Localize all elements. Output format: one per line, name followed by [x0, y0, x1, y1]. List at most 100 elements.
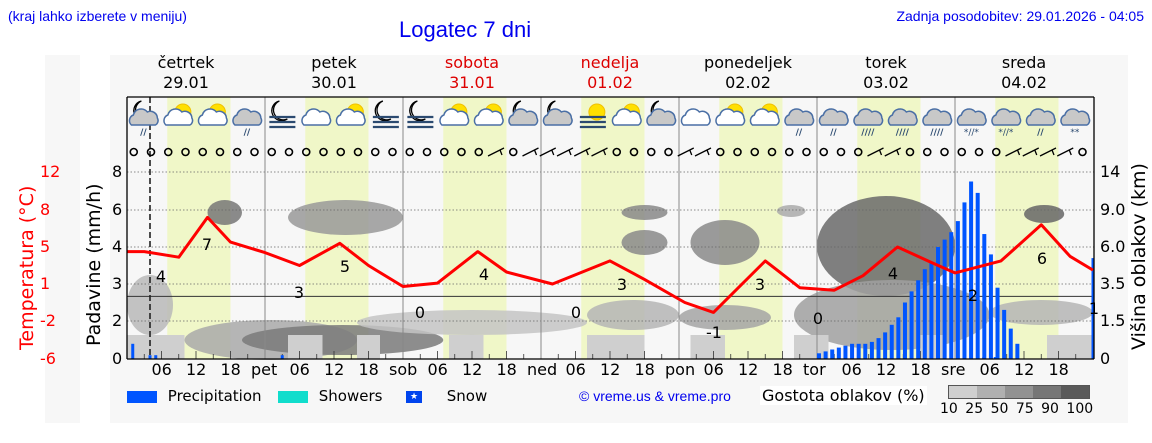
legend-snow: ★ Snow [406, 387, 487, 405]
svg-text:4: 4 [156, 267, 166, 286]
x-tick: 12 [324, 360, 345, 379]
temperature-tick: 1 [40, 274, 51, 293]
svg-text:0: 0 [813, 309, 823, 328]
cloud-snow-icon: ** [1060, 108, 1091, 138]
cloud-height-tick: 9.0 [1100, 200, 1126, 219]
precip-tick: 8 [112, 162, 123, 181]
svg-text://: // [796, 128, 803, 138]
day-name: torek [865, 53, 907, 72]
sun-cloud-icon [749, 103, 780, 126]
day-name: četrtek [157, 53, 215, 72]
sun-cloud-icon [473, 103, 504, 126]
x-tick: 18 [910, 360, 931, 379]
svg-text:////: //// [930, 128, 944, 138]
cloud-density-labels: 10 25 50 75 90 100 [940, 401, 1094, 417]
day-header-04.02: sreda 04.02 [955, 53, 1093, 93]
cloud-density-scale [948, 385, 1090, 399]
x-tick: pon [665, 360, 696, 379]
cloud-rain-icon: // [232, 108, 263, 138]
chart-frame [126, 96, 1095, 360]
svg-text:*//*: *//* [998, 128, 1014, 138]
svg-text:3: 3 [617, 275, 627, 294]
sun-cloud-icon [163, 103, 194, 126]
svg-text://: // [244, 128, 251, 138]
weather-icons: ////////////////////*//* *//*//** [128, 100, 1091, 138]
legend-showers: Showers [278, 387, 382, 405]
x-tick: pet [251, 360, 278, 379]
x-tick: 06 [703, 360, 724, 379]
moon-fog-icon [372, 100, 399, 129]
last-update-label: Zadnja posodobitev: 29.01.2026 - 04:05 [896, 8, 1144, 24]
cloud-icon [301, 108, 332, 126]
svg-text://: // [140, 128, 147, 138]
x-tick: 12 [600, 360, 621, 379]
svg-text://: // [1037, 128, 1044, 138]
svg-text:3: 3 [294, 283, 304, 302]
day-name: sreda [1001, 53, 1047, 72]
day-date: 31.01 [449, 73, 495, 92]
precip-tick: 0 [112, 349, 123, 368]
temperature-tick: 8 [40, 200, 51, 219]
temperature-axis-panel [45, 55, 80, 423]
temperature-tick: -6 [40, 349, 56, 368]
x-tick: 12 [876, 360, 897, 379]
cloud-heavy-rain-icon: //// [922, 108, 953, 138]
x-tick: sre [941, 360, 966, 379]
svg-text:6: 6 [1037, 249, 1047, 268]
cloud-sleet-icon: *//* [991, 108, 1022, 138]
day-date: 30.01 [311, 73, 357, 92]
day-name: sobota [444, 53, 500, 72]
precipitation-bars [131, 181, 1095, 359]
credit-link[interactable]: © vreme.us & vreme.pro [579, 388, 731, 404]
x-tick: 12 [462, 360, 483, 379]
svg-text:4: 4 [888, 264, 898, 283]
svg-text:2: 2 [968, 286, 978, 305]
svg-text:3: 3 [755, 275, 765, 294]
cloud-height-tick: 1.5 [1100, 311, 1126, 330]
wind-barbs [129, 147, 1087, 157]
x-tick: 12 [186, 360, 207, 379]
sun-cloud-icon [335, 103, 366, 126]
x-tick: 06 [151, 360, 172, 379]
cloud-density-title: Gostota oblakov (%) [760, 386, 927, 405]
precip-tick: 6 [112, 200, 123, 219]
sun-cloud-icon [611, 103, 642, 126]
moon-fog-icon [269, 100, 296, 129]
day-header-01.02: nedelja 01.02 [541, 53, 679, 93]
svg-text:7: 7 [202, 235, 212, 254]
x-tick: 18 [772, 360, 793, 379]
cloud-icon [680, 108, 711, 126]
sun-cloud-icon [715, 103, 746, 126]
legend-snow-label: Snow [446, 387, 488, 405]
cloud-rain-icon: // [1025, 108, 1056, 138]
legend-showers-label: Showers [318, 387, 383, 405]
svg-text:0: 0 [571, 303, 581, 322]
x-tick: 18 [358, 360, 379, 379]
day-header-30.01: petek 30.01 [265, 53, 403, 93]
x-tick: 18 [634, 360, 655, 379]
svg-text:*//*: *//* [964, 128, 980, 138]
precip-tick: 4 [112, 237, 123, 256]
day-name: nedelja [580, 53, 640, 72]
x-tick: 18 [1048, 360, 1069, 379]
day-header-02.02: ponedeljek 02.02 [679, 53, 817, 93]
moon-fog-icon [407, 100, 434, 129]
region-hint-link[interactable]: (kraj lahko izberete v meniju) [8, 8, 187, 24]
sun-cloud-icon [439, 103, 470, 126]
x-tick: 12 [1014, 360, 1035, 379]
svg-text:-1: -1 [706, 323, 722, 342]
cloud-height-tick: 3.5 [1100, 274, 1126, 293]
showers-swatch [278, 390, 308, 403]
x-tick: 12 [738, 360, 759, 379]
day-date: 04.02 [1001, 73, 1047, 92]
svg-text:**: ** [1070, 128, 1080, 138]
sun-cloud-icon [197, 103, 228, 126]
legend-precipitation-label: Precipitation [167, 387, 262, 405]
legend-precipitation: Precipitation [127, 387, 262, 405]
snow-star-icon: ★ [406, 390, 422, 403]
x-tick: 18 [496, 360, 517, 379]
day-date: 01.02 [587, 73, 633, 92]
cloud-rain-icon: // [784, 108, 815, 138]
day-name: ponedeljek [704, 53, 792, 72]
x-tick: 18 [220, 360, 241, 379]
